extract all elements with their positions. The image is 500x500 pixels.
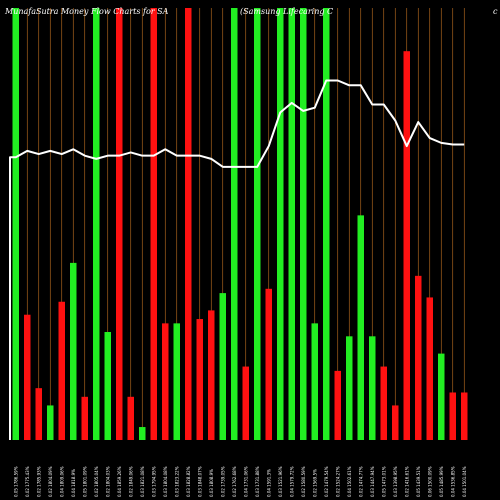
volume-bar <box>24 314 31 440</box>
x-tick-label: 0.06 1500.09% <box>427 466 432 497</box>
x-tick-label: 0.04 1809.06% <box>59 466 64 497</box>
volume-bar <box>403 51 410 440</box>
volume-bar <box>334 370 341 440</box>
volume-bar <box>323 8 330 440</box>
x-tick-label: 0.02 1524.27% <box>335 466 340 497</box>
x-tick-label: 0.03 1821.08% <box>140 466 145 497</box>
x-tick-label: 0.02 1762.68% <box>232 466 237 497</box>
x-tick-label: 0.02 1416.61% <box>404 466 409 497</box>
volume-bar <box>127 396 134 440</box>
volume-bar <box>415 275 422 440</box>
x-tick-label: 0.04 1536.85% <box>450 466 455 497</box>
volume-bar <box>81 396 88 440</box>
volume-bar <box>70 262 77 440</box>
volume-bar <box>231 8 238 440</box>
volume-bar <box>254 8 261 440</box>
volume-bar <box>12 8 19 440</box>
x-tick-label: 0.04 1579.72% <box>289 466 294 497</box>
volume-bar <box>311 323 318 440</box>
volume-bar <box>93 8 100 440</box>
x-tick-label: 0.04 1818.9% <box>71 469 76 497</box>
volume-bar <box>357 215 364 440</box>
volume-bar <box>104 332 111 440</box>
volume-bar <box>58 301 65 440</box>
x-tick-label: 0.03 1823.22% <box>174 466 179 497</box>
volume-bar <box>173 323 180 440</box>
x-tick-label: 0.05 1485.99% <box>439 466 444 497</box>
x-tick-label: 0.02 1479.54% <box>324 466 329 497</box>
chart-title: MunafaSutra Money Flow Charts for SA <box>4 7 169 16</box>
price-line-group <box>9 79 465 440</box>
volume-bar <box>288 8 295 440</box>
x-tick-label: 0.02 1775.43% <box>25 466 30 497</box>
x-tick-label: 0.04 1502.61% <box>347 466 352 497</box>
x-tick-label: 0.05 1801.09% <box>82 466 87 497</box>
volume-bar <box>47 405 54 440</box>
x-tick-label: 0.04 1859.26% <box>117 466 122 497</box>
x-tick-label: 0.04 1731.06% <box>243 466 248 497</box>
volume-bar <box>162 323 169 440</box>
x-tick-label: 0.02 1804.09% <box>48 466 53 497</box>
volume-bar <box>116 8 123 440</box>
x-tick-label: 0.03 1398.95% <box>393 466 398 497</box>
x-tick-label: 0.03 1521.96% <box>278 466 283 497</box>
volume-bar <box>196 319 203 440</box>
volume-bar <box>380 366 387 440</box>
volume-bar <box>426 297 433 440</box>
volume-bar <box>219 293 226 440</box>
volume-bar <box>265 288 272 440</box>
volume-bar <box>449 392 456 440</box>
x-tick-label: 0.05 1439.51% <box>416 466 421 497</box>
volume-bar <box>139 427 146 440</box>
chart-title-right: c <box>493 7 498 16</box>
volume-bar <box>346 336 353 440</box>
volume-bar <box>461 392 468 440</box>
x-tick-labels: 0.05 1786.59% 0.02 1775.43% 0.02 1785.93% 0… <box>13 466 467 497</box>
volume-bar <box>185 8 192 440</box>
volume-bar <box>150 8 157 440</box>
x-tick-label: 0.03 1794.95% <box>151 466 156 497</box>
x-tick-label: 0.02 1804.03% <box>105 466 110 497</box>
x-tick-label: 0.02 1805.04% <box>94 466 99 497</box>
x-tick-label: 0.02 1580.59% <box>301 466 306 497</box>
x-tick-label: 0.02 1785.93% <box>36 466 41 497</box>
volume-bar <box>277 8 284 440</box>
x-tick-label: 0.02 1739.05% <box>220 466 225 497</box>
volume-bar <box>300 8 307 440</box>
volume-bars <box>12 8 468 440</box>
x-tick-label: 0.03 1848.07% <box>197 466 202 497</box>
volume-bar <box>242 366 249 440</box>
x-tick-label: 0.02 1474.77% <box>358 466 363 497</box>
volume-bar <box>392 405 399 440</box>
x-tick-label: 0.04 1501.04% <box>462 466 467 497</box>
volume-bar <box>438 353 445 440</box>
volume-bar <box>35 388 42 440</box>
x-tick-label: 0.02 1849.06% <box>128 466 133 497</box>
x-tick-label: 0.03 1731.88% <box>255 466 260 497</box>
chart-subtitle: (Samsung Lifecaring C <box>240 7 333 16</box>
x-tick-label: 0.03 1447.94% <box>370 466 375 497</box>
x-tick-label: 0.05 1473.01% <box>381 466 386 497</box>
x-tick-label: 0.04 1591.3% <box>266 469 271 497</box>
x-tick-label: 0.05 1786.59% <box>13 466 18 497</box>
x-tick-label: 0.03 1828.82% <box>186 466 191 497</box>
volume-bar <box>208 310 215 440</box>
volume-bar <box>369 336 376 440</box>
x-tick-label: 0.02 1569.5% <box>312 469 317 497</box>
x-tick-label: 0.03 1808.9% <box>209 469 214 497</box>
price-line <box>9 79 465 440</box>
x-tick-label: 0.03 1804.08% <box>163 466 168 497</box>
